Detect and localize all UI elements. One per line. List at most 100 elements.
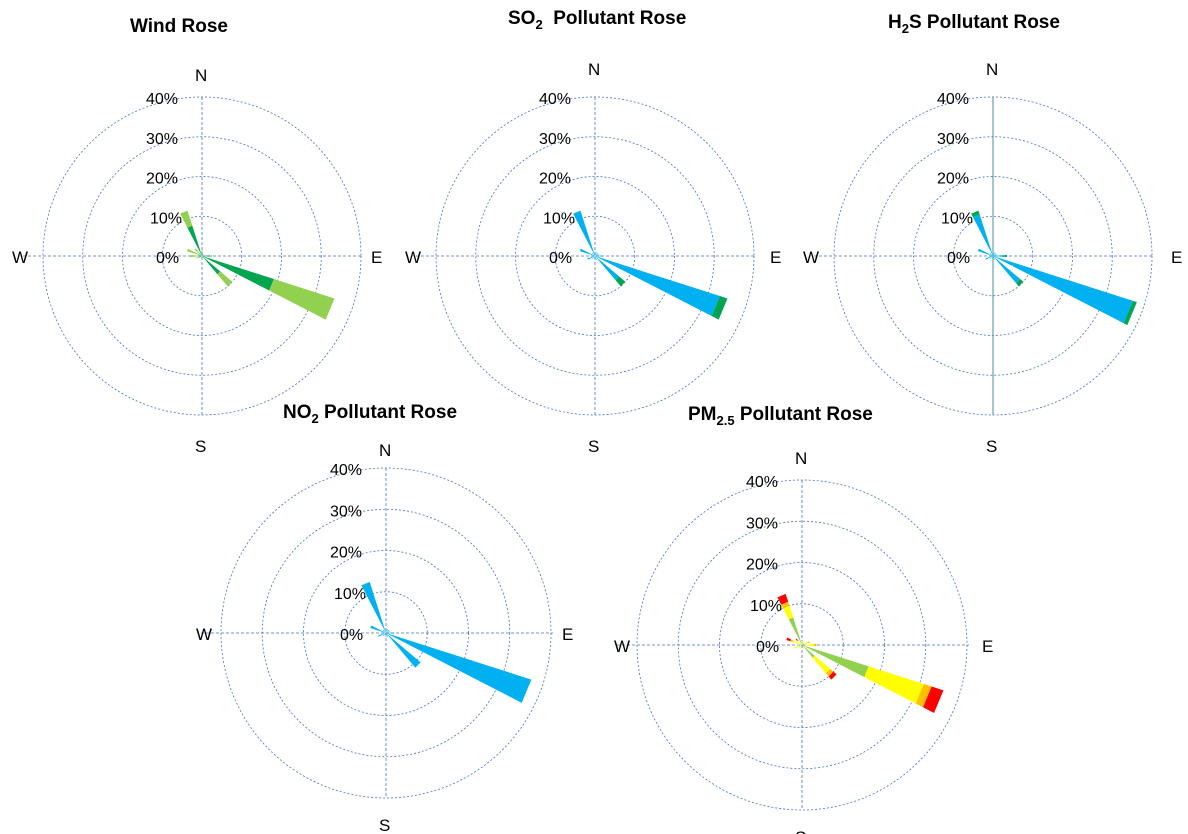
rose-bar-ene-seg1 [386,631,390,633]
rose-bar-sse-seg1 [595,256,597,260]
rose-bar-ene-seg1 [802,644,804,645]
rose-bar-ene-seg3 [807,641,810,644]
rose-bar-wnw-seg2 [186,248,199,255]
rose-bar-nnw-seg2 [180,210,193,228]
radial-tick-label: 0% [156,250,179,267]
rose-bar-n-seg2 [801,640,803,643]
rose-bar-sw-seg1 [591,256,595,260]
cardinal-north-label: N [195,66,207,85]
rose-bar-wsw-seg2 [196,257,199,259]
radial-tick-label: 0% [947,250,970,267]
rose-bar-ssw-seg1 [992,256,993,258]
so2-rose-title: SO2 Pollutant Rose [508,8,686,32]
rose-bar-ese-seg2 [269,279,335,320]
rose-bar-nw-seg2 [797,640,801,644]
cardinal-west-label: W [405,248,421,267]
cardinal-south-label: S [986,437,997,456]
radial-tick-label: 10% [750,598,782,615]
rose-bar-ne-seg1 [595,252,599,256]
radial-tick-label: 40% [146,91,178,108]
rose-bar-nw-seg4 [795,638,798,641]
rose-bar-nw-seg1 [591,252,595,256]
rose-bar-wnw-seg1 [800,644,802,645]
radial-tick-label: 0% [340,627,363,644]
rose-bar-se-seg2 [1016,279,1024,287]
radial-tick-label: 40% [937,91,969,108]
rose-bar-se-seg2 [812,655,831,674]
radial-tick-label: 20% [937,171,969,188]
rose-bar-wnw-seg1 [977,248,993,256]
rose-bar-nw-seg1 [989,252,993,256]
rose-bar-sw-seg2 [798,646,801,649]
rose-bar-se-seg3 [826,669,834,677]
rose-bar-se-seg1 [595,256,620,281]
rose-bar-sw-seg1 [200,256,202,258]
rose-bar-ese-seg3 [915,684,932,708]
rose-bar-se-seg2 [217,271,233,287]
rose-bar-s-seg1 [992,256,994,260]
rose-bar-se-seg1 [993,256,1021,284]
rose-bar-ne-seg1 [202,254,204,256]
radial-tick-label: 30% [746,515,778,532]
rose-bar-sse-seg2 [802,646,804,649]
cardinal-west-label: W [12,248,28,267]
cardinal-east-label: E [1171,248,1182,267]
rose-bar-nnw-seg1 [973,214,993,256]
rose-bar-sse-seg1 [202,256,203,258]
rose-bar-w-seg1 [989,255,993,257]
radial-tick-label: 10% [150,210,182,227]
rose-bar-ese-seg2 [711,296,728,320]
rose-bar-wnw-seg2 [792,640,801,645]
radial-tick-label: 0% [549,250,572,267]
grid-ring [952,215,1034,297]
rose-bar-nw-seg1 [800,643,802,645]
rose-bar-ne-seg2 [803,641,806,644]
rose-bar-e-seg1 [386,632,395,634]
rose-chart-3: 0% 10% 20% 30% 40% N S E W [803,60,1182,456]
rose-bar-n-seg1 [201,252,203,256]
rose-bar-wnw-seg1 [370,625,386,633]
rose-bar-e-seg1 [802,644,807,646]
cardinal-north-label: N [379,441,391,460]
rose-bar-nnw-seg1 [573,210,595,256]
rose-bar-sse-seg1 [993,256,995,260]
grid-ring [515,176,675,336]
rose-bar-nnw-seg2 [971,210,980,218]
rose-bar-wsw-seg1 [198,256,202,258]
rose-bar-wsw-seg2 [794,646,799,649]
radial-tick-label: 20% [746,557,778,574]
rose-bar-ene-seg1 [595,254,599,256]
rose-bar-se-seg4 [828,671,837,680]
rose-bar-ene-seg1 [202,255,204,256]
rose-bar-sw-seg1 [800,645,802,647]
rose-bar-ese-seg1 [993,256,1134,324]
cardinal-west-label: W [803,248,819,267]
rose-bar-se-seg1 [386,633,421,668]
rose-bar-ese-seg1 [386,633,532,703]
rose-bar-e-seg1 [993,255,1005,257]
rose-bar-nne-seg1 [802,643,803,645]
rose-bar-ssw-seg1 [385,633,386,635]
rose-chart-5: 0% 10% 20% 30% 40% N S E W [614,449,993,834]
rose-bar-s-seg1 [594,256,596,260]
rose-bar-s-seg1 [385,633,387,638]
radial-tick-label: 30% [937,131,969,148]
rose-bar-ese-seg4 [923,686,944,713]
cardinal-south-label: S [588,437,599,456]
rose-bar-w-seg2 [190,255,199,257]
rose-bar-wnw-seg4 [786,637,791,642]
rose-bar-nnw-seg4 [777,593,789,605]
rose-bar-n-seg1 [992,252,994,256]
rose-bar-nw-seg1 [382,629,386,633]
cardinal-south-label: S [379,816,390,834]
rose-bar-w-seg2 [797,644,800,646]
cardinal-north-label: N [588,60,600,79]
radial-tick-label: 40% [746,474,778,491]
rose-chart-4: 0% 10% 20% 30% 40% N S E W [196,441,573,834]
rose-bar-wsw-seg1 [378,633,386,637]
no2-rose-title: NO2 Pollutant Rose [283,402,457,426]
pm25-rose-title: PM2.5 Pollutant Rose [688,404,873,428]
radial-tick-label: 10% [334,586,366,603]
radial-tick-label: 20% [146,171,178,188]
